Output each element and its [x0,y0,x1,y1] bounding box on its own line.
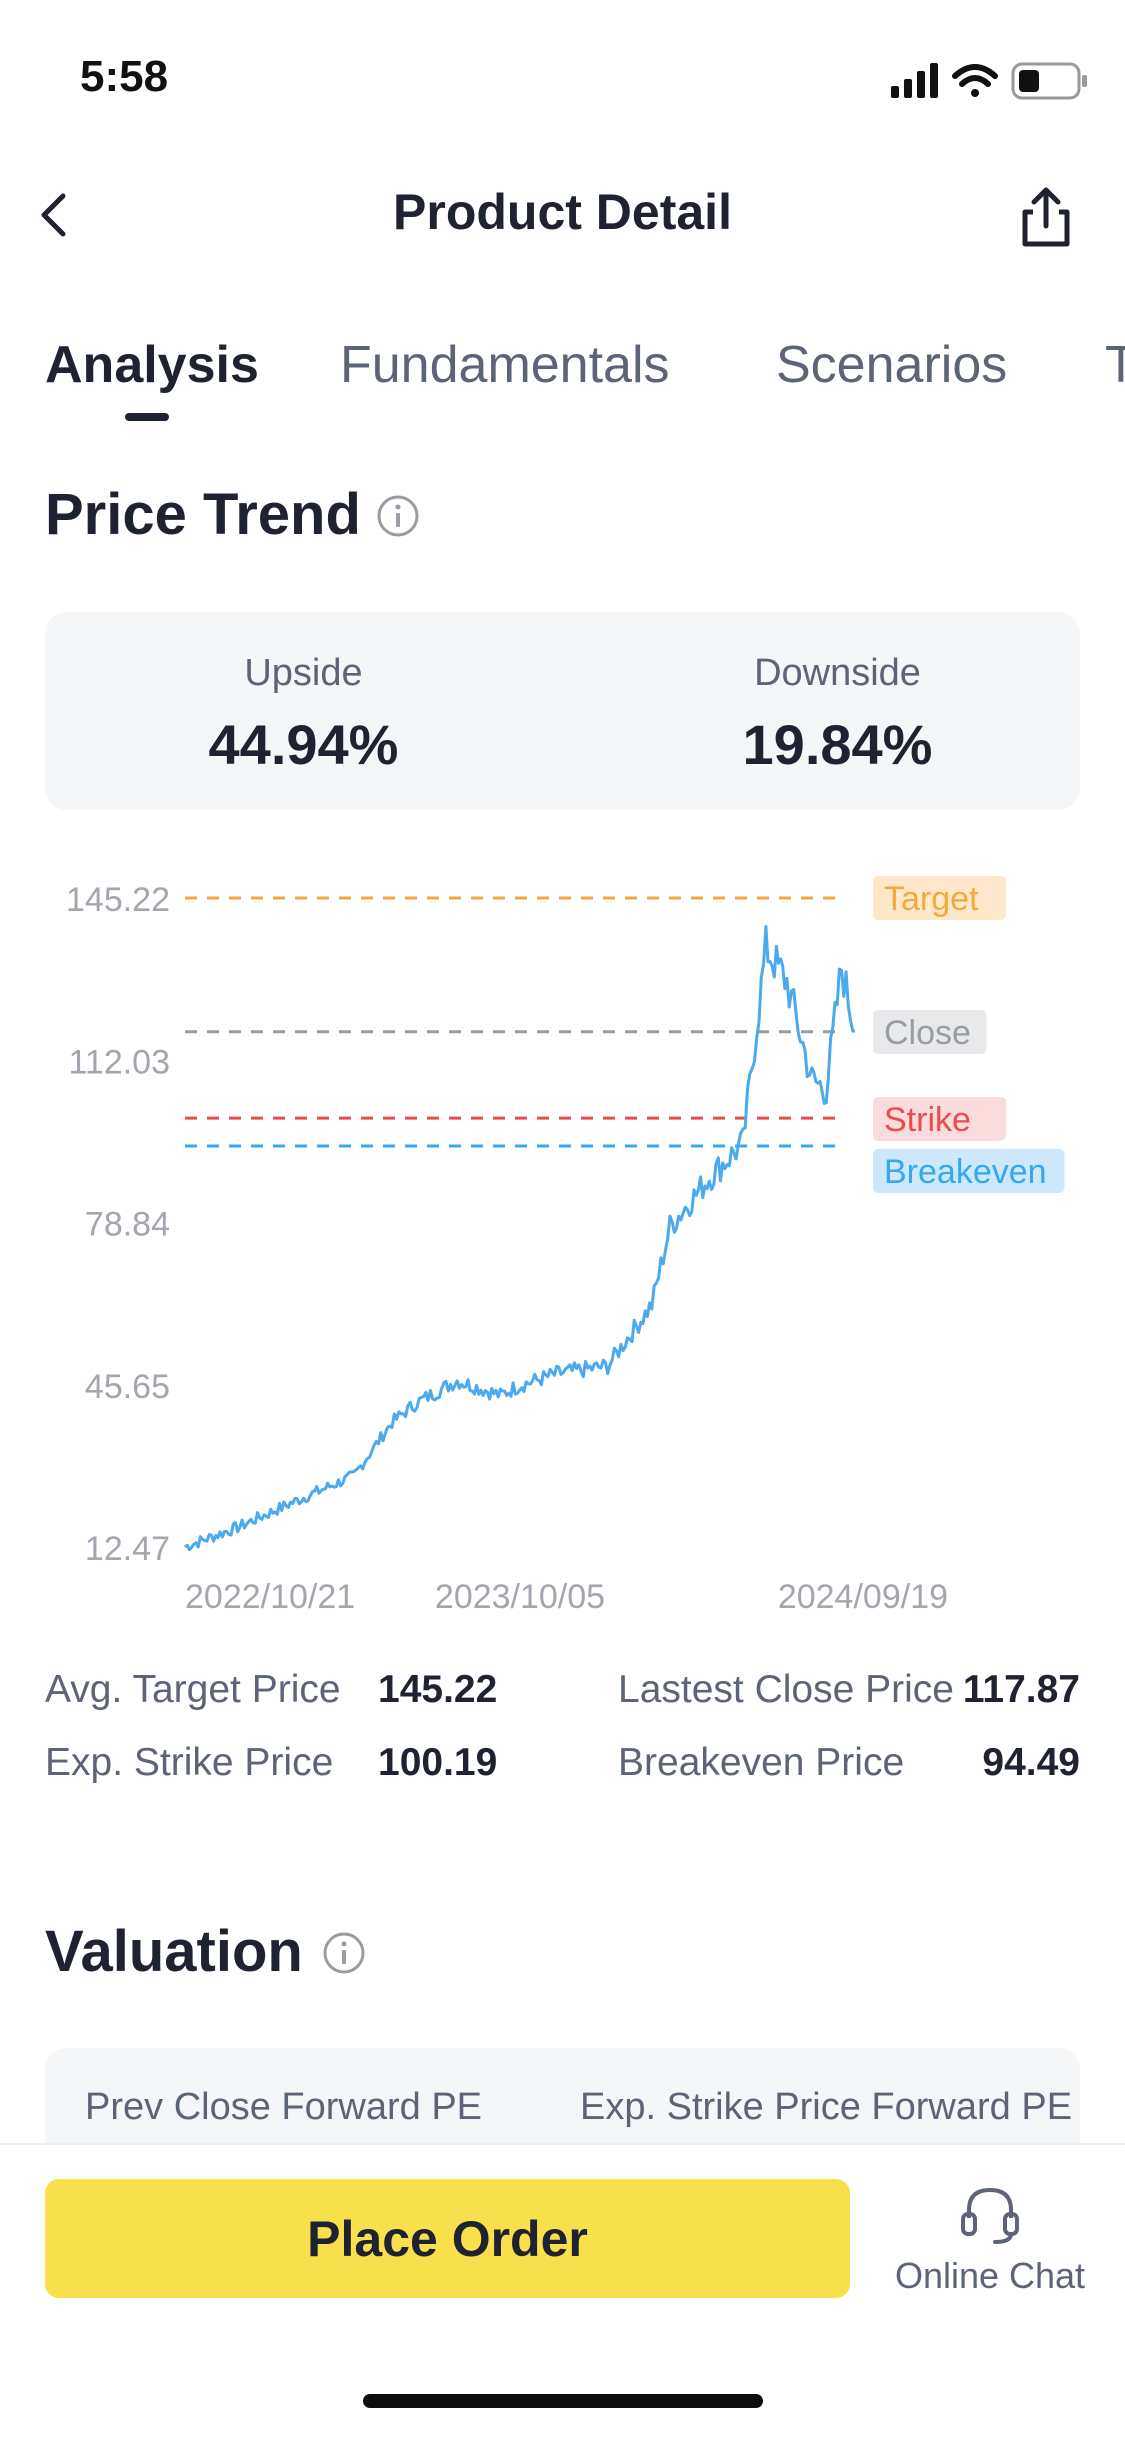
reference-label-bg-breakeven [873,1149,1065,1193]
y-tick-label: 145.22 [66,881,170,919]
latest-close-price-label: Lastest Close Price [618,1668,954,1711]
wifi-icon [952,64,998,97]
x-tick-label: 2023/10/05 [435,1578,605,1610]
latest-close-price-value: 117.87 [962,1668,1080,1711]
exp-strike-forward-pe-label: Exp. Strike Price Forward PE [580,2086,1073,2128]
x-tick-label: 2022/10/21 [185,1578,355,1610]
info-icon[interactable] [376,494,420,538]
status-time: 5:58 [80,52,169,101]
x-axis-ticks: 2022/10/21 2023/10/05 2024/09/19 [185,1578,948,1610]
y-tick-label: 78.84 [85,1206,170,1244]
signal-icon [891,63,938,98]
valuation-title: Valuation [45,1919,303,1984]
exp-strike-price-value: 100.19 [378,1741,498,1784]
online-chat-button[interactable]: Online Chat [880,2180,1100,2300]
exp-strike-price-label: Exp. Strike Price [45,1741,334,1784]
downside-value: 19.84% [742,713,933,776]
online-chat-label: Online Chat [894,2255,1086,2296]
tab-fundamentals[interactable]: Fundamentals [340,336,670,394]
x-tick-label: 2024/09/19 [778,1578,948,1610]
tab-analysis[interactable]: Analysis [45,336,259,394]
reference-label-strike: Strike [884,1101,971,1139]
reference-label-close: Close [884,1014,971,1052]
chevron-left-icon [41,193,66,237]
reference-lines [185,896,845,1148]
share-button[interactable] [1011,180,1081,256]
share-icon [1022,187,1070,247]
home-indicator [363,2394,763,2408]
y-tick-label: 45.65 [85,1368,170,1406]
series-group [184,925,856,1552]
upside-label: Upside [244,652,363,694]
upside-downside-card: Upside 44.94% Downside 19.84% [45,612,1080,810]
downside-block: Downside 19.84% [579,612,1096,810]
reference-label-bg-close [873,1010,987,1054]
reference-label-target: Target [884,880,979,918]
tab-partial[interactable]: T [1105,336,1125,394]
y-tick-label: 112.03 [69,1043,170,1081]
avg-target-price-value: 145.22 [378,1668,498,1711]
avg-target-price-label: Avg. Target Price [45,1668,341,1711]
y-tick-label: 12.47 [85,1530,170,1568]
page-title: Product Detail [393,184,732,240]
reference-label-breakeven: Breakeven [884,1153,1047,1191]
price-trend-title: Price Trend [45,482,361,547]
active-tab-indicator [125,413,169,421]
price-series-line [184,925,856,1552]
status-icons [891,60,1091,104]
downside-label: Downside [754,652,921,694]
back-button[interactable] [30,180,90,250]
prev-close-forward-pe-label: Prev Close Forward PE [85,2086,483,2128]
reference-labels: Target Close Strike Breakeven [873,876,1065,1193]
place-order-button[interactable]: Place Order [45,2179,850,2298]
valuation-info-icon[interactable] [322,1931,366,1975]
reference-label-bg-strike [873,1097,1006,1141]
tab-scenarios[interactable]: Scenarios [776,336,1008,394]
battery-icon [1011,62,1087,100]
reference-label-bg-target [873,876,1006,920]
breakeven-price-label: Breakeven Price [618,1741,905,1784]
upside-value: 44.94% [208,713,399,776]
headset-icon [961,2187,1019,2244]
y-axis-ticks: 145.22 112.03 78.84 45.65 12.47 [66,881,170,1568]
upside-block: Upside 44.94% [45,612,562,810]
breakeven-price-value: 94.49 [982,1741,1080,1784]
